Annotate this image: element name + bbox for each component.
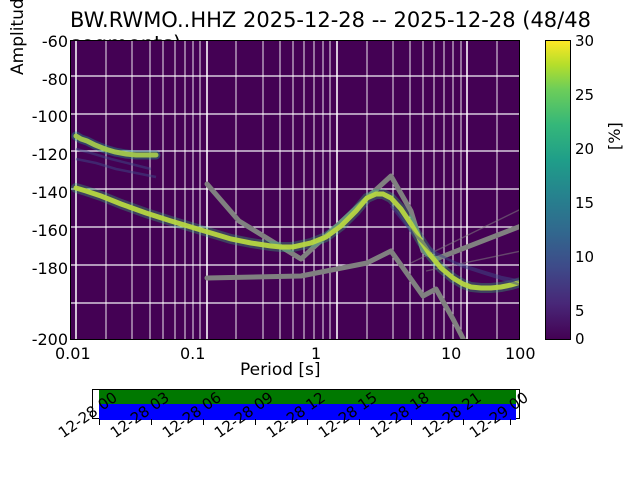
avail-tickmark-4 xyxy=(307,419,308,425)
cbtick-label-3: 15 xyxy=(575,194,594,212)
ytick-label-1: -80 xyxy=(30,70,68,89)
ytick-label-4: -140 xyxy=(30,183,68,202)
ytick-label-3: -120 xyxy=(30,145,68,164)
cbtick-label-2: 20 xyxy=(575,140,594,158)
avail-tickmark-6 xyxy=(411,419,412,425)
avail-tickmark-8 xyxy=(510,419,511,425)
cbtick-label-6: 0 xyxy=(575,330,585,348)
cbtick-label-5: 5 xyxy=(575,302,585,320)
x-axis-label: Period [s] xyxy=(240,360,321,380)
y-axis-label: Amplitude [m²/s⁴/Hz] [dB] xyxy=(8,0,28,75)
ytick-label-5: -160 xyxy=(30,221,68,240)
xtick-label-1: 0.1 xyxy=(180,344,205,363)
xtick-label-4: 100 xyxy=(505,344,536,363)
avail-tickmark-1 xyxy=(151,419,152,425)
avail-tickmark-0 xyxy=(99,419,100,425)
ytick-label-6: -180 xyxy=(30,259,68,278)
ppsd-plot-window: BW.RWMO..HHZ 2025-12-28 -- 2025-12-28 (4… xyxy=(0,0,640,480)
colorbar[interactable] xyxy=(545,40,571,340)
ytick-label-0: -60 xyxy=(30,32,68,51)
xtick-label-3: 10 xyxy=(441,344,461,363)
colorbar-label: [%] xyxy=(605,122,624,150)
ppsd-main-plot[interactable] xyxy=(70,40,520,340)
cbtick-label-1: 25 xyxy=(575,86,594,104)
cbtick-label-0: 30 xyxy=(575,32,594,50)
ytick-label-2: -100 xyxy=(30,107,68,126)
avail-tickmark-7 xyxy=(463,419,464,425)
xtick-label-0: 0.01 xyxy=(55,344,91,363)
avail-tickmark-5 xyxy=(359,419,360,425)
avail-tickmark-3 xyxy=(255,419,256,425)
cbtick-label-4: 10 xyxy=(575,248,594,266)
gridlines-svg xyxy=(71,41,520,340)
colorbar-gradient xyxy=(546,41,570,339)
avail-tickmark-2 xyxy=(203,419,204,425)
